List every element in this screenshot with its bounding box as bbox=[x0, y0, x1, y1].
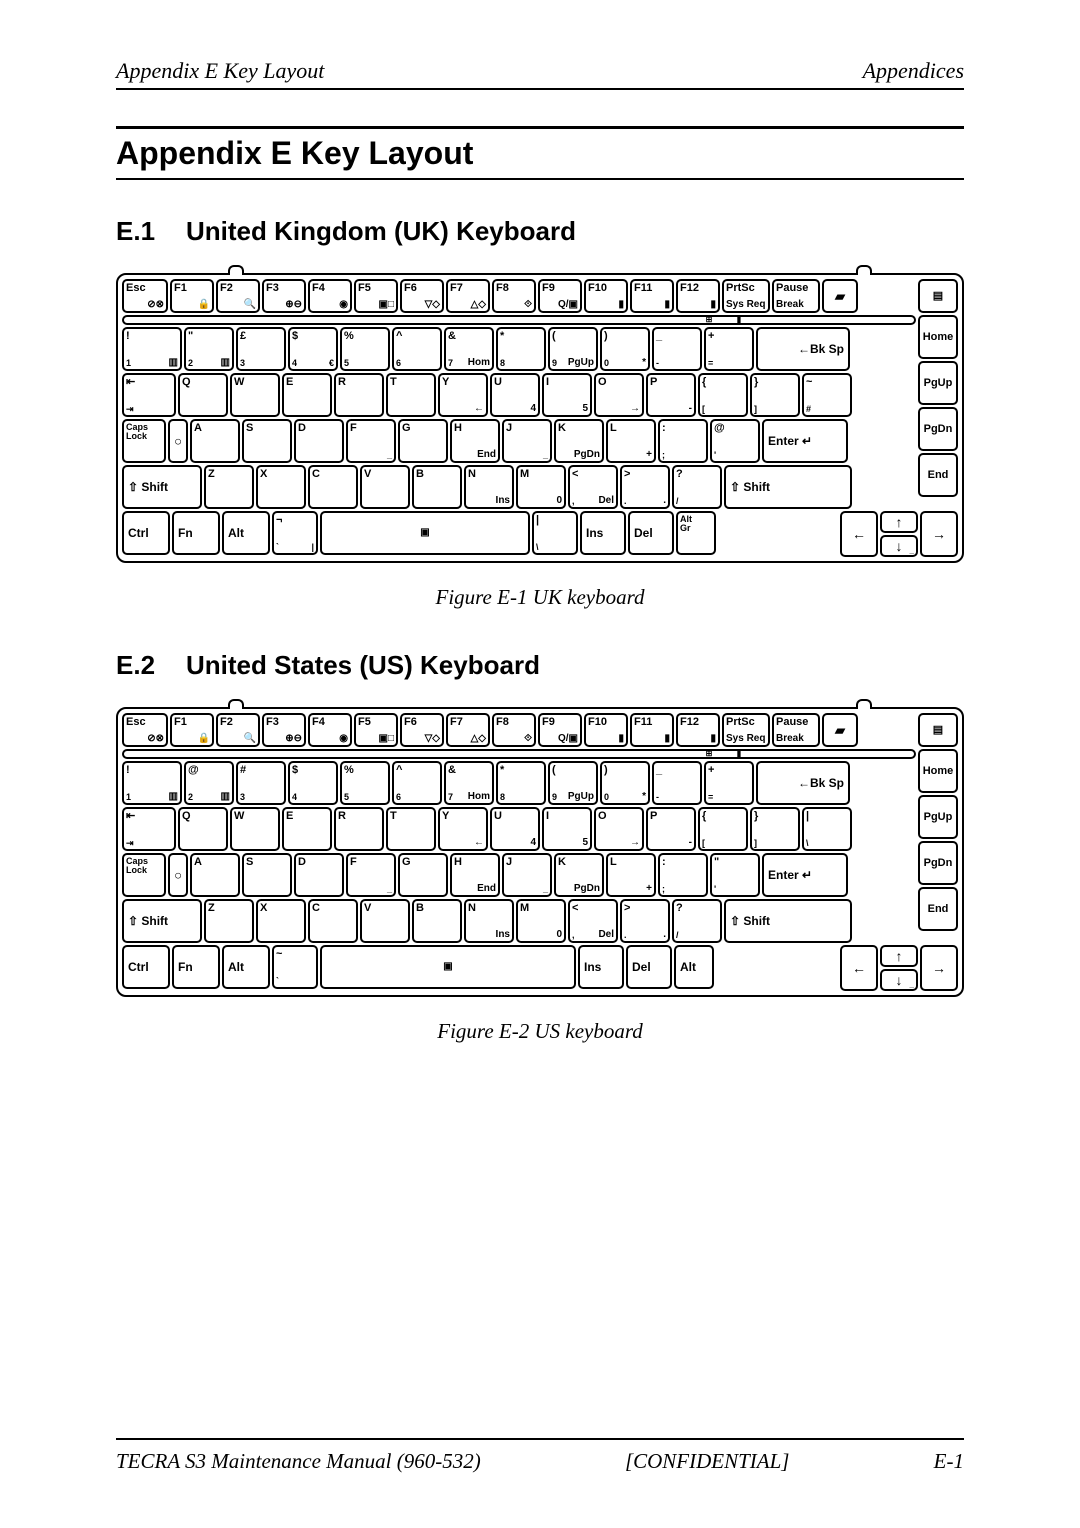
footer-center: [CONFIDENTIAL] bbox=[625, 1449, 790, 1474]
section-e1-num: E.1 bbox=[116, 216, 186, 247]
footer-right: E-1 bbox=[934, 1449, 964, 1474]
title-underline bbox=[116, 178, 964, 180]
section-e1-title: United Kingdom (UK) Keyboard bbox=[186, 216, 576, 247]
footer-left: TECRA S3 Maintenance Manual (960-532) bbox=[116, 1449, 481, 1474]
header-right: Appendices bbox=[863, 58, 964, 84]
figure-e1-caption: Figure E-1 UK keyboard bbox=[116, 585, 964, 610]
section-e2-num: E.2 bbox=[116, 650, 186, 681]
header-left: Appendix E Key Layout bbox=[116, 58, 324, 84]
appendix-title: Appendix E Key Layout bbox=[116, 135, 964, 172]
section-e2: E.2 United States (US) Keyboard bbox=[116, 650, 964, 681]
title-top-rule bbox=[116, 126, 964, 129]
us-keyboard-diagram: Esc⊘⊗ F1🔒 F2🔍 F3⊕⊖ F4◉ F5▣□ F6▽◇ F7△◇ F8… bbox=[116, 707, 964, 997]
section-e2-title: United States (US) Keyboard bbox=[186, 650, 540, 681]
figure-e2-caption: Figure E-2 US keyboard bbox=[116, 1019, 964, 1044]
footer-rule bbox=[116, 1438, 964, 1440]
uk-keyboard-diagram: Esc⊘⊗ F1🔒 F2🔍 F3⊕⊖ F4◉ F5▣□ F6▽◇ F7△◇ F8… bbox=[116, 273, 964, 563]
section-e1: E.1 United Kingdom (UK) Keyboard bbox=[116, 216, 964, 247]
header-rule bbox=[116, 88, 964, 90]
